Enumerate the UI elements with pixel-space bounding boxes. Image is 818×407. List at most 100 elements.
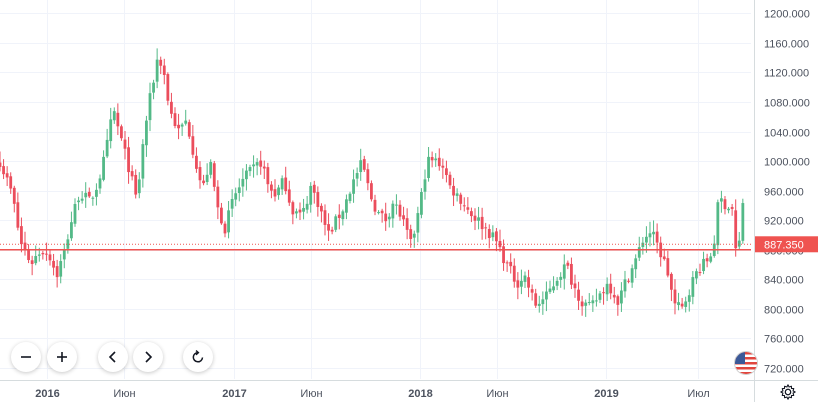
plus-icon [57,352,67,362]
candle-body [280,178,284,190]
candle-body [223,223,227,234]
candle-body [423,179,427,192]
candle-body [570,263,573,285]
candle-body [384,213,388,222]
candle-body [709,256,713,262]
candle-body [702,258,705,272]
candle-body [705,258,709,262]
time-tick-label: 2016 [35,388,59,400]
candle-body [80,198,84,201]
candle-body [505,262,509,264]
candle-body [516,280,520,288]
candle-body [109,119,113,142]
candle-body [495,231,498,242]
candle-body [552,286,555,291]
candle-body [59,261,63,277]
candle-body [509,261,513,267]
candle-body [402,215,405,220]
candle-body [37,254,41,256]
candle-body [634,258,638,270]
candle-body [670,273,673,290]
time-tick-label: 2017 [222,388,246,400]
candle-body [12,187,16,204]
candle-body [123,139,127,149]
zoom-out-button[interactable] [11,342,41,372]
candle-body [352,179,355,194]
candle-body [34,256,38,264]
candle-body [616,296,620,305]
minus-icon [21,356,31,358]
time-tick-label: Июл [687,388,709,400]
time-axis[interactable]: 2016 Июн 2017 Июн 2018 Июн 2019 Июл [35,388,709,400]
candle-body [734,210,738,249]
candle-body [273,189,277,197]
candle-body [255,162,259,166]
candle-body [337,214,341,218]
grid-layer [0,0,751,379]
candle-body [662,256,666,260]
reset-chart-button[interactable] [183,342,213,372]
candle-body [577,289,580,301]
candle-body [159,59,163,66]
candle-body [5,173,9,178]
candle-body [673,289,677,304]
candle-body [387,216,391,220]
candle-body [305,203,309,210]
candle-body [105,139,109,157]
candle-body [341,211,345,220]
candle-body [484,227,488,229]
price-tick-label: 1200.000 [764,9,810,21]
candle-body [677,302,680,306]
candle-body [655,231,659,243]
candle-body [441,165,445,168]
candle-body [645,236,648,243]
price-tick-label: 960.000 [764,187,804,199]
candle-body [323,210,327,225]
candle-body [477,217,480,221]
zoom-in-button[interactable] [47,342,77,372]
candle-body [177,124,180,129]
price-tick-label: 920.000 [764,216,804,228]
price-tick-label: 720.000 [764,364,804,376]
candle-body [148,93,152,121]
last-price-value: 887.350 [764,239,804,251]
candle-body [348,193,352,201]
candle-body [102,156,105,180]
candle-body [116,112,120,127]
candle-body [637,247,641,258]
candle-body [716,202,720,246]
candle-body [62,249,66,260]
candle-body [127,147,130,173]
candle-body [366,169,370,184]
candle-body [409,229,413,239]
candle-body [512,265,516,282]
candle-body [198,167,202,181]
scroll-right-button[interactable] [133,342,163,372]
candle-body [573,283,577,289]
candle-body [355,173,359,179]
candle-body [195,155,198,169]
candle-body [70,222,73,239]
chart-settings-button[interactable] [778,382,798,402]
candle-body [252,164,255,167]
candle-body [237,187,241,194]
candle-body [202,180,205,184]
candle-body [55,266,59,278]
candle-body [595,300,598,302]
candle-body [487,228,491,239]
candle-body [345,199,348,213]
candle-body [284,177,288,192]
price-tick-label: 1040.000 [764,128,810,140]
candle-body [691,277,695,297]
candle-body [541,299,545,305]
candle-body [145,120,148,146]
level-layer [0,243,751,251]
candle-body [112,111,116,121]
candle-body [370,183,373,200]
price-axis[interactable]: 1200.000 1160.000 1120.000 1080.000 1040.000… [764,9,810,376]
scroll-left-button[interactable] [98,342,128,372]
candle-body [545,291,548,300]
candle-body [523,275,527,282]
